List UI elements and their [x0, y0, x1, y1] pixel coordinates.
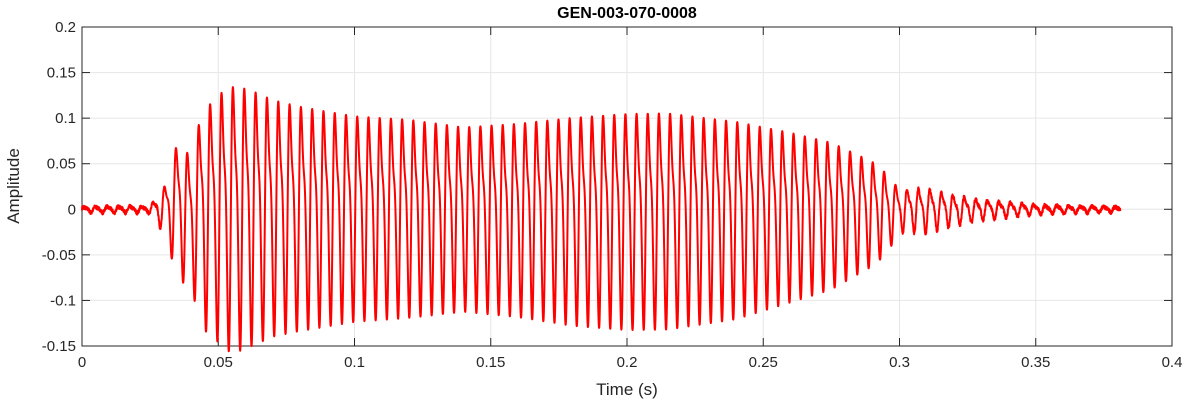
- ticks: 0 0.05 0.1 0.15 0.2 0.25 0.3 0.35 0.4 0.2 0.15 0.1 0…: [42, 19, 1183, 371]
- y-tick-label: 0.15: [47, 65, 76, 82]
- x-tick-label: 0.15: [476, 354, 505, 371]
- y-tick-label: -0.15: [42, 338, 76, 355]
- x-tick-label: 0.1: [344, 354, 365, 371]
- y-tick-label: 0.1: [55, 110, 76, 127]
- y-tick-label: -0.05: [42, 247, 76, 264]
- x-tick-label: 0.05: [204, 354, 233, 371]
- amplitude-series-line: [81, 86, 1122, 353]
- grid: [81, 26, 1173, 347]
- x-axis-label: Time (s): [596, 380, 658, 399]
- y-axis-label: Amplitude: [4, 148, 23, 224]
- y-tick-label: 0.05: [47, 156, 76, 173]
- x-tick-label: 0.35: [1021, 354, 1050, 371]
- y-tick-label: 0: [68, 201, 76, 218]
- x-tick-label: 0: [78, 354, 86, 371]
- y-tick-label: 0.2: [55, 19, 76, 36]
- y-tick-label: -0.1: [50, 292, 76, 309]
- x-tick-label: 0.3: [889, 354, 910, 371]
- x-tick-label: 0.4: [1162, 354, 1183, 371]
- x-tick-label: 0.25: [749, 354, 778, 371]
- chart-title: GEN-003-070-0008: [557, 5, 697, 22]
- x-tick-label: 0.2: [617, 354, 638, 371]
- series-layer: [81, 86, 1122, 353]
